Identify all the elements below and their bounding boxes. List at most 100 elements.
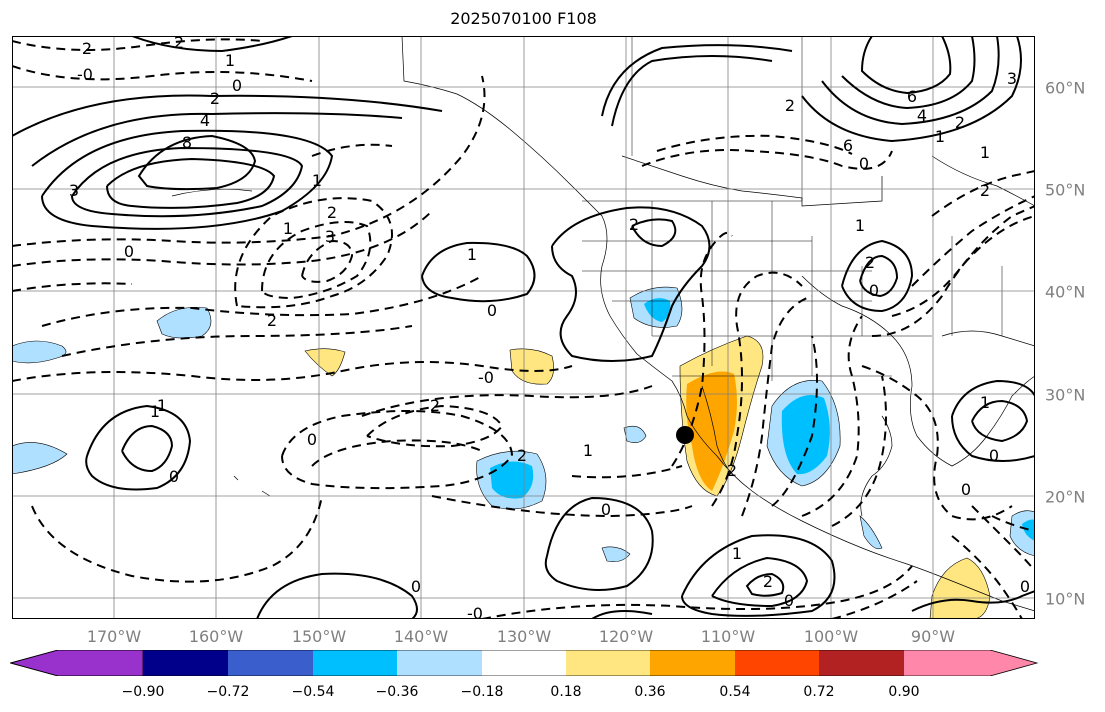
contour-label: 1 [312, 171, 322, 190]
contour-label: 2 [174, 36, 184, 52]
lon-label: 150°W [291, 627, 347, 646]
colorbar-segment [819, 650, 904, 676]
contour-label: 2 [727, 461, 737, 480]
contour-label: 4 [200, 111, 210, 130]
contour-label: 0 [169, 467, 179, 486]
shade-blue [490, 461, 534, 499]
graticule [12, 36, 1035, 619]
station-marker [676, 426, 694, 444]
lat-label: 60°N [1045, 78, 1086, 98]
contour-label: 4 [917, 106, 927, 125]
shade-light-blue [623, 425, 647, 443]
shade-blue [1022, 519, 1035, 541]
contour-label: 2 [210, 89, 220, 108]
shade-blue [781, 394, 830, 475]
contour-label: 3 [69, 181, 79, 200]
contour-label: 0 [307, 430, 317, 449]
contour-labels: 2 2 1 0 -0 2 4 8 3 1 2 3 1 0 2 1 0 -0 2 … [69, 36, 1030, 619]
contour-label: 6 [843, 136, 853, 155]
contour-label: 2 [980, 181, 990, 200]
contour-label: 1 [283, 219, 293, 238]
shade-light-blue [156, 307, 212, 339]
contour-label: 2 [763, 572, 773, 591]
contour-label: 0 [232, 76, 242, 95]
contour-label: 1 [157, 396, 167, 415]
contour-label: 0 [601, 500, 611, 519]
lon-label: 160°W [188, 627, 244, 646]
contour-label: 2 [267, 311, 277, 330]
shade-orange [686, 371, 737, 491]
colorbar-segment [10, 650, 144, 676]
contour-label: 2 [430, 396, 440, 415]
lon-label: 110°W [700, 627, 756, 646]
lat-label: 40°N [1045, 282, 1086, 302]
contour-label: -0 [478, 368, 494, 387]
contour-label: 2 [785, 96, 795, 115]
shade-blue [644, 298, 671, 322]
colorbar-segment [566, 650, 650, 676]
colorbar-segment [650, 650, 735, 676]
dashed-contours [12, 38, 1035, 619]
contour-label: 2 [517, 446, 527, 465]
lat-label: 20°N [1045, 487, 1086, 507]
contour-label: 1 [467, 245, 477, 264]
lat-label: 50°N [1045, 180, 1086, 200]
contour-label: 3 [1007, 69, 1017, 88]
shade-light-blue [859, 515, 883, 550]
contour-label: 1 [150, 402, 160, 421]
contour-label: 0 [487, 301, 497, 320]
contour-label: 2 [629, 215, 639, 234]
contour-label: 2 [327, 203, 337, 222]
colorbar-tick: 0.18 [550, 684, 582, 700]
shade-yellow [509, 348, 554, 385]
contour-label: -0 [77, 65, 93, 84]
shade-light-blue [601, 546, 631, 562]
lon-label: 100°W [803, 627, 859, 646]
shade-yellow [929, 557, 991, 619]
shade-yellow [304, 348, 346, 377]
contour-label: 1 [583, 441, 593, 460]
colorbar-segment [313, 650, 397, 676]
contour-label: 1 [225, 51, 235, 70]
coastlines [171, 36, 1035, 612]
contour-label: 0 [869, 281, 879, 300]
colorbar-segment [397, 650, 482, 676]
shade-light-blue [12, 340, 67, 364]
lon-label: 120°W [598, 627, 654, 646]
colorbar-tick: 0.72 [803, 684, 835, 700]
contour-label: 2 [82, 39, 92, 58]
contour-label: 0 [989, 446, 999, 465]
contour-label: 1 [732, 544, 742, 563]
colorbar [10, 650, 1038, 676]
contour-label: 0 [411, 577, 421, 596]
colorbar-tick: 0.90 [888, 684, 920, 700]
colorbar-tick: −0.90 [121, 684, 165, 700]
colorbar-segment [735, 650, 819, 676]
contour-label: 2 [955, 113, 965, 132]
colorbar-segment [143, 650, 228, 676]
lon-label: 90°W [910, 627, 956, 646]
lon-label: 170°W [86, 627, 142, 646]
lat-label: 10°N [1045, 589, 1086, 609]
colorbar-segment [904, 650, 1037, 676]
lon-label: 140°W [393, 627, 449, 646]
shade-light-blue [12, 442, 68, 475]
contour-label: -0 [467, 604, 483, 619]
lat-label: 30°N [1045, 385, 1086, 405]
contour-label: 8 [182, 133, 192, 152]
contour-label: 1 [855, 216, 865, 235]
colorbar-tick: 0.54 [719, 684, 751, 700]
colorbar-tick: −0.36 [375, 684, 419, 700]
contour-label: 2 [865, 253, 875, 272]
contour-label: 3 [325, 227, 335, 246]
solid-contours [12, 36, 1035, 619]
colorbar-tick: −0.18 [460, 684, 504, 700]
colorbar-segment [228, 650, 313, 676]
contour-label: 0 [784, 591, 794, 610]
contour-label: 1 [980, 143, 990, 162]
contour-label: 0 [859, 154, 869, 173]
colorbar-segment [482, 650, 566, 676]
contour-label: 0 [124, 242, 134, 261]
map-title: 2025070100 F108 [450, 9, 597, 28]
lon-label: 130°W [496, 627, 552, 646]
